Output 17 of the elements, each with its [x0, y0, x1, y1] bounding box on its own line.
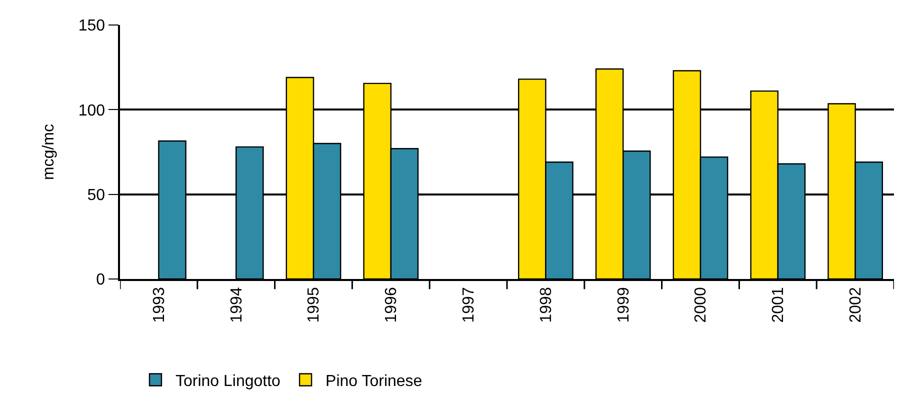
legend-label: Torino Lingotto [175, 372, 281, 390]
x-tick-label: 1999 [615, 287, 632, 323]
y-tick-label: 100 [78, 102, 106, 120]
x-tick-label: 1993 [150, 287, 168, 323]
x-tick-label: 2002 [848, 287, 864, 323]
x-tick-label: 1995 [306, 287, 323, 323]
y-tick-label: 150 [78, 18, 106, 35]
x-tick-label: 1997 [460, 287, 478, 323]
x-tick-label: 1994 [228, 287, 246, 323]
x-tick-label: 1998 [538, 287, 555, 323]
y-tick-label: 50 [87, 186, 106, 204]
x-tick-label: 2001 [770, 287, 788, 323]
y-axis-title: mcg/mc [40, 124, 58, 180]
x-tick-label: 1996 [383, 287, 400, 323]
x-tick-label: 2000 [692, 287, 710, 323]
legend-label: Pino Torinese [326, 372, 422, 390]
y-tick-label: 0 [96, 272, 106, 289]
